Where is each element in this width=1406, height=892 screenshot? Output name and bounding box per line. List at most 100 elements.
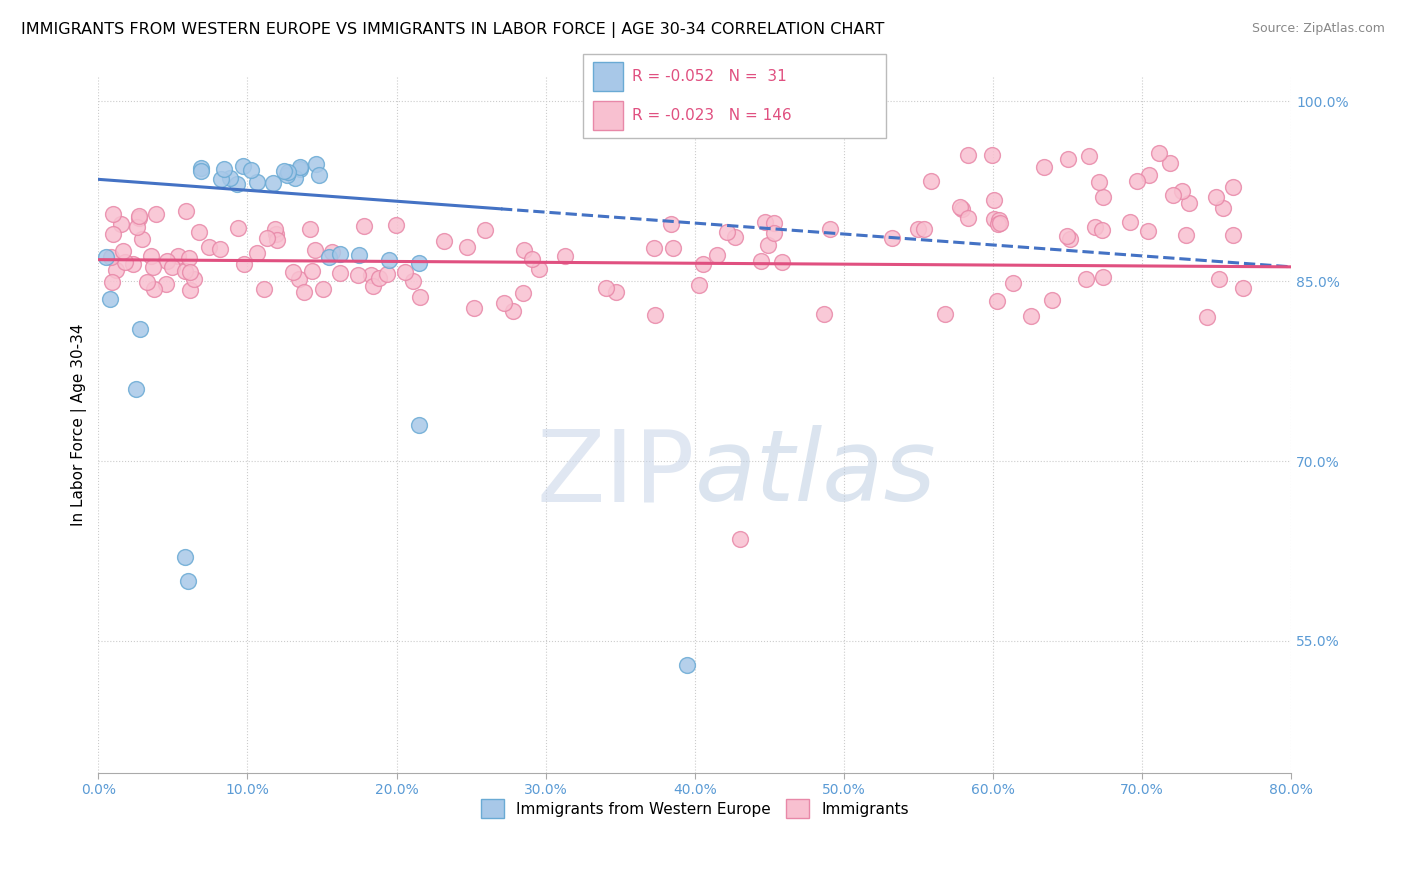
Point [100, 250, 122, 264]
Point [104, 263, 127, 277]
Point [605, 285, 627, 299]
Point [728, 532, 751, 546]
Point [818, 221, 841, 235]
Point [1171, 184, 1194, 198]
Point [394, 265, 416, 279]
Point [756, 238, 779, 252]
Point [554, 249, 576, 263]
Point [349, 248, 371, 262]
Point [101, 276, 124, 290]
Point [110, 217, 132, 231]
Point [1119, 215, 1142, 229]
Point [304, 157, 326, 171]
Point [232, 257, 254, 271]
Point [983, 194, 1005, 208]
Point [986, 293, 1008, 308]
Point [321, 245, 343, 260]
Point [266, 233, 288, 247]
Point [520, 252, 543, 266]
Point [111, 244, 134, 258]
Point [1033, 161, 1056, 175]
Text: R = -0.052   N =  31: R = -0.052 N = 31 [631, 69, 786, 84]
Point [492, 296, 515, 310]
Point [1195, 310, 1218, 324]
Point [190, 164, 212, 178]
Point [226, 177, 249, 191]
Point [160, 260, 183, 274]
Point [173, 264, 195, 278]
Point [409, 290, 432, 304]
Point [318, 250, 340, 264]
Y-axis label: In Labor Force | Age 30-34: In Labor Force | Age 30-34 [72, 324, 87, 526]
Point [304, 243, 326, 257]
Point [1222, 180, 1244, 194]
Point [880, 231, 903, 245]
Point [1092, 270, 1115, 285]
Point [706, 247, 728, 261]
Point [408, 256, 430, 270]
Point [1084, 220, 1107, 235]
Point [513, 243, 536, 257]
Text: R = -0.023   N = 146: R = -0.023 N = 146 [631, 108, 792, 123]
FancyBboxPatch shape [592, 101, 623, 130]
Point [101, 227, 124, 241]
Point [368, 270, 391, 285]
Point [292, 285, 315, 300]
Point [772, 254, 794, 268]
Point [256, 231, 278, 245]
Point [273, 164, 295, 178]
Point [179, 251, 201, 265]
Point [1163, 188, 1185, 202]
Point [1175, 228, 1198, 243]
Text: ZIP: ZIP [537, 425, 695, 522]
Point [988, 213, 1011, 227]
Point [128, 209, 150, 223]
Point [262, 176, 284, 190]
Point [813, 307, 835, 321]
Point [143, 282, 166, 296]
Point [166, 249, 188, 263]
Point [1136, 224, 1159, 238]
Point [177, 574, 200, 588]
FancyBboxPatch shape [592, 62, 623, 91]
Point [1212, 201, 1234, 215]
Point [595, 281, 617, 295]
Point [749, 253, 772, 268]
Point [290, 161, 312, 176]
Point [121, 256, 143, 270]
Point [1178, 196, 1201, 211]
Point [98, 292, 121, 306]
Point [1019, 309, 1042, 323]
Point [1057, 152, 1080, 166]
Point [240, 162, 263, 177]
Point [474, 223, 496, 237]
Point [124, 382, 146, 396]
Point [127, 220, 149, 235]
Point [308, 168, 330, 182]
Point [1001, 276, 1024, 290]
Point [1078, 149, 1101, 163]
Point [183, 272, 205, 286]
Point [1126, 174, 1149, 188]
Point [988, 216, 1011, 230]
Point [957, 148, 980, 162]
Point [329, 266, 352, 280]
Text: atlas: atlas [695, 425, 936, 522]
Point [312, 282, 335, 296]
Point [277, 165, 299, 179]
Point [246, 245, 269, 260]
Point [920, 174, 942, 188]
Point [949, 201, 972, 215]
Point [912, 221, 935, 235]
Point [1232, 281, 1254, 295]
Point [1074, 271, 1097, 285]
Point [1137, 168, 1160, 182]
Point [502, 304, 524, 318]
Point [142, 260, 165, 275]
Point [173, 549, 195, 564]
Point [378, 252, 401, 267]
Point [1222, 228, 1244, 243]
Point [716, 226, 738, 240]
Point [114, 255, 136, 269]
Point [1091, 190, 1114, 204]
